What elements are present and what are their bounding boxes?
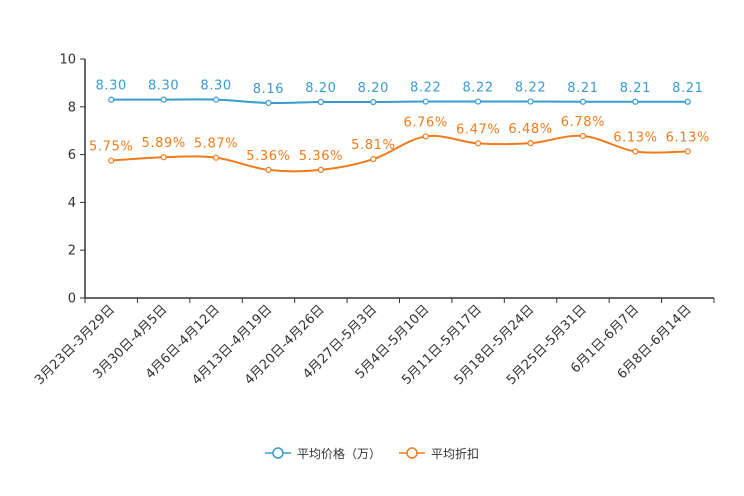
data-label: 5.36% <box>246 149 290 164</box>
data-point[interactable] <box>265 166 272 173</box>
data-label: 5.81% <box>351 138 395 153</box>
legend-item-avg-discount[interactable]: 平均折扣 <box>399 445 479 462</box>
data-point[interactable] <box>370 98 377 106</box>
data-label: 8.30 <box>96 79 127 94</box>
data-point[interactable] <box>684 148 691 155</box>
data-point[interactable] <box>265 99 272 107</box>
data-point[interactable] <box>370 156 377 163</box>
y-tick-label: 10 <box>59 53 76 68</box>
data-point[interactable] <box>579 132 587 140</box>
data-label: 8.22 <box>515 81 546 96</box>
data-label: 5.75% <box>89 140 133 155</box>
chart-data-labels: 8.30 8.30 8.30 8.16 8.20 8.20 8.22 8.22 8.22 8.21… <box>89 79 710 164</box>
legend-label-avg-discount: 平均折扣 <box>431 446 480 461</box>
data-label: 6.48% <box>508 122 552 137</box>
data-label: 5.89% <box>141 136 185 151</box>
data-point[interactable] <box>160 96 167 103</box>
data-label: 6.76% <box>404 115 448 130</box>
data-point[interactable] <box>212 154 220 161</box>
data-point[interactable] <box>632 98 639 105</box>
data-label: 8.16 <box>253 82 284 97</box>
data-point[interactable] <box>108 157 115 164</box>
chart-series <box>108 96 691 173</box>
y-tick-label: 2 <box>68 244 76 259</box>
data-point[interactable] <box>632 148 639 155</box>
data-point[interactable] <box>160 154 167 161</box>
data-label: 5.36% <box>299 149 343 164</box>
data-label: 8.30 <box>200 79 231 94</box>
y-tick-label: 4 <box>68 196 76 211</box>
data-point[interactable] <box>579 98 587 105</box>
legend-item-avg-price[interactable]: 平均价格（万） <box>264 445 381 462</box>
data-point[interactable] <box>475 140 482 147</box>
legend-line-circle-icon <box>264 447 291 459</box>
data-point[interactable] <box>527 140 534 147</box>
y-tick-label: 0 <box>68 292 76 307</box>
data-point[interactable] <box>684 98 691 105</box>
data-label: 8.21 <box>620 81 651 96</box>
data-label: 5.87% <box>194 137 238 152</box>
data-point[interactable] <box>317 166 324 173</box>
data-label: 8.22 <box>410 81 441 96</box>
data-label: 6.13% <box>666 130 710 145</box>
data-label: 8.22 <box>462 81 493 96</box>
line-chart: 02468103月23日-3月29日3月30日-4月5日4月6日-4月12日4月… <box>32 53 715 388</box>
data-label: 8.21 <box>567 81 598 96</box>
data-point[interactable] <box>422 98 429 105</box>
data-label: 8.30 <box>148 79 179 94</box>
y-tick-label: 8 <box>68 100 76 115</box>
data-label: 6.13% <box>613 130 657 145</box>
y-tick-label: 6 <box>68 148 76 163</box>
data-point[interactable] <box>422 133 429 140</box>
chart-legend: 平均价格（万） 平均折扣 <box>0 440 744 466</box>
data-label: 6.47% <box>456 122 500 137</box>
data-label: 8.20 <box>305 81 336 96</box>
data-point[interactable] <box>212 96 220 103</box>
data-point[interactable] <box>317 98 324 106</box>
legend-line-circle-icon <box>399 447 425 459</box>
series-line-avg-price <box>111 98 688 105</box>
data-point[interactable] <box>527 98 534 105</box>
data-point[interactable] <box>475 98 482 105</box>
series-line-avg-discount <box>111 134 688 173</box>
data-label: 8.20 <box>358 81 389 96</box>
legend-label-avg-price: 平均价格（万） <box>296 446 381 461</box>
data-label: 8.21 <box>672 81 703 96</box>
data-label: 6.78% <box>561 115 605 130</box>
data-point[interactable] <box>108 96 115 103</box>
